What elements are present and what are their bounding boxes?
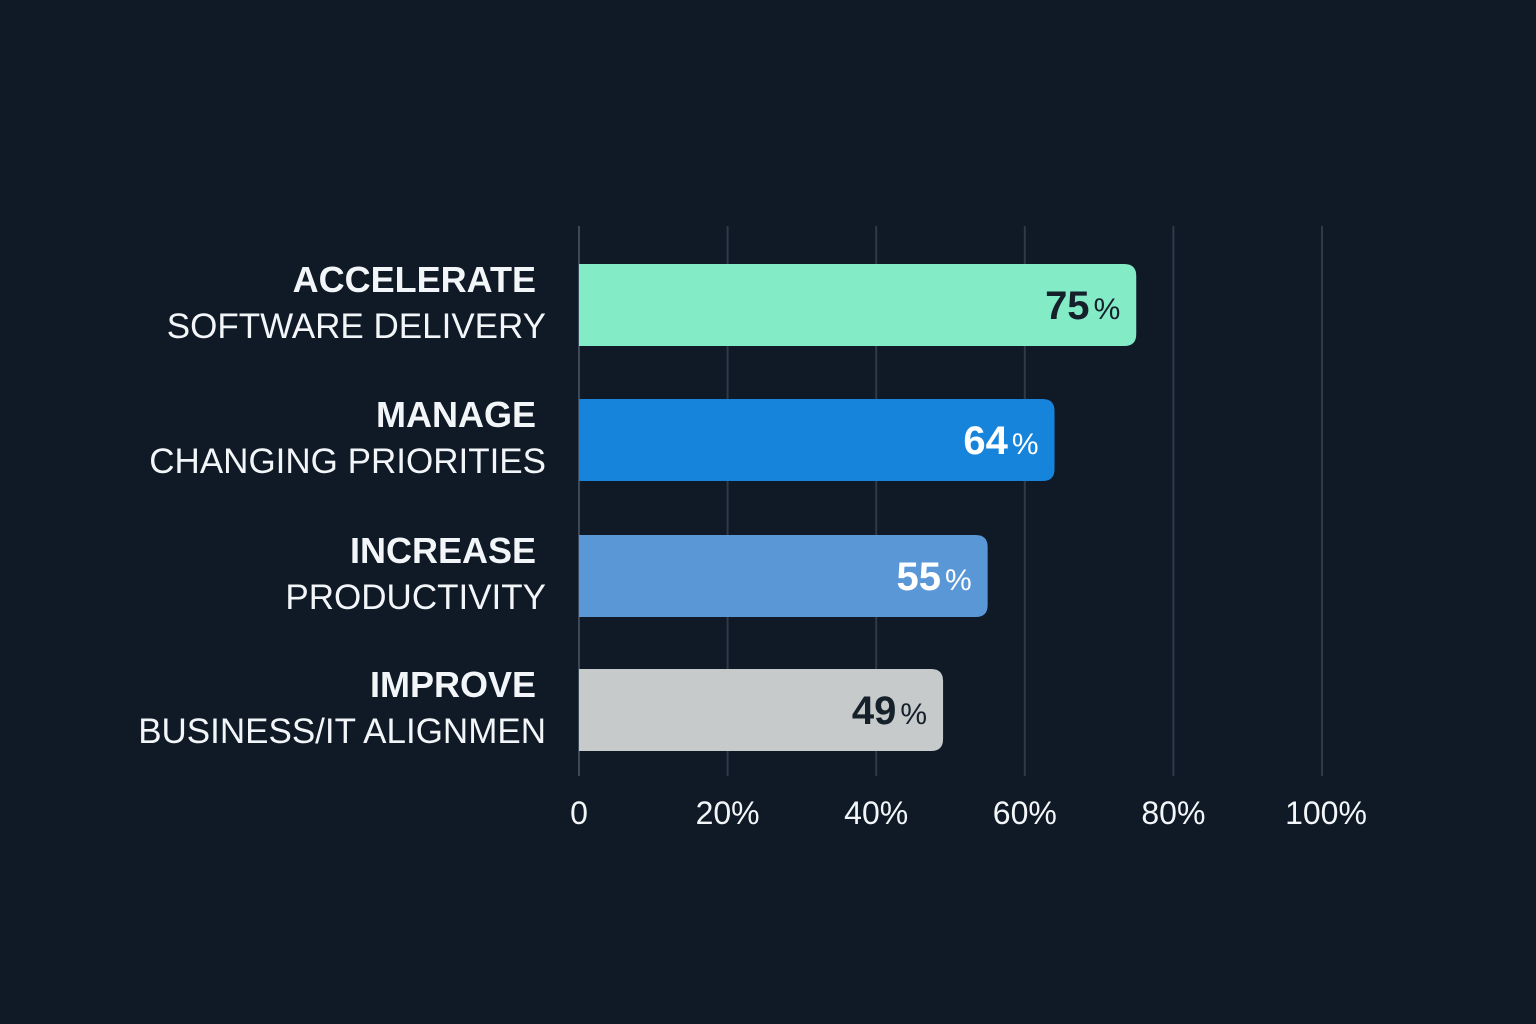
bar-value-label: 55% [896,555,971,599]
bar-value-number: 55 [896,555,941,599]
category-label-line2: SOFTWARE DELIVERY [167,307,546,346]
bar-value-label: 75% [1045,284,1120,328]
x-tick-label: 80% [1141,795,1205,831]
bar [579,669,944,751]
bar [579,399,1055,481]
bar-value-number: 64 [963,419,1008,463]
bar-value-label: 49% [852,689,927,733]
category-label-line1: ACCELERATE [293,259,536,300]
category-label-line1: IMPROVE [370,664,536,705]
bar-value-number: 75 [1045,284,1090,328]
bar-value-unit: % [1012,428,1039,461]
x-tick-label: 20% [696,795,760,831]
category-label-line1: INCREASE [350,530,536,571]
bar-value-unit: % [945,564,972,597]
bar [579,264,1137,346]
x-tick-label: 0 [570,795,588,831]
category-label-line2: BUSINESS/IT ALIGNMEN [138,712,546,751]
bar-value-number: 49 [852,689,897,733]
x-tick-label: 60% [993,795,1057,831]
category-label-line2: CHANGING PRIORITIES [149,442,546,481]
x-tick-label: 40% [844,795,908,831]
bar-value-unit: % [900,698,927,731]
category-label-line2: PRODUCTIVITY [285,578,546,617]
bar [579,535,988,617]
category-label-line1: MANAGE [376,394,536,435]
x-tick-label: 100% [1285,795,1367,831]
bar-value-label: 64% [963,419,1038,463]
bar-value-unit: % [1094,293,1121,326]
